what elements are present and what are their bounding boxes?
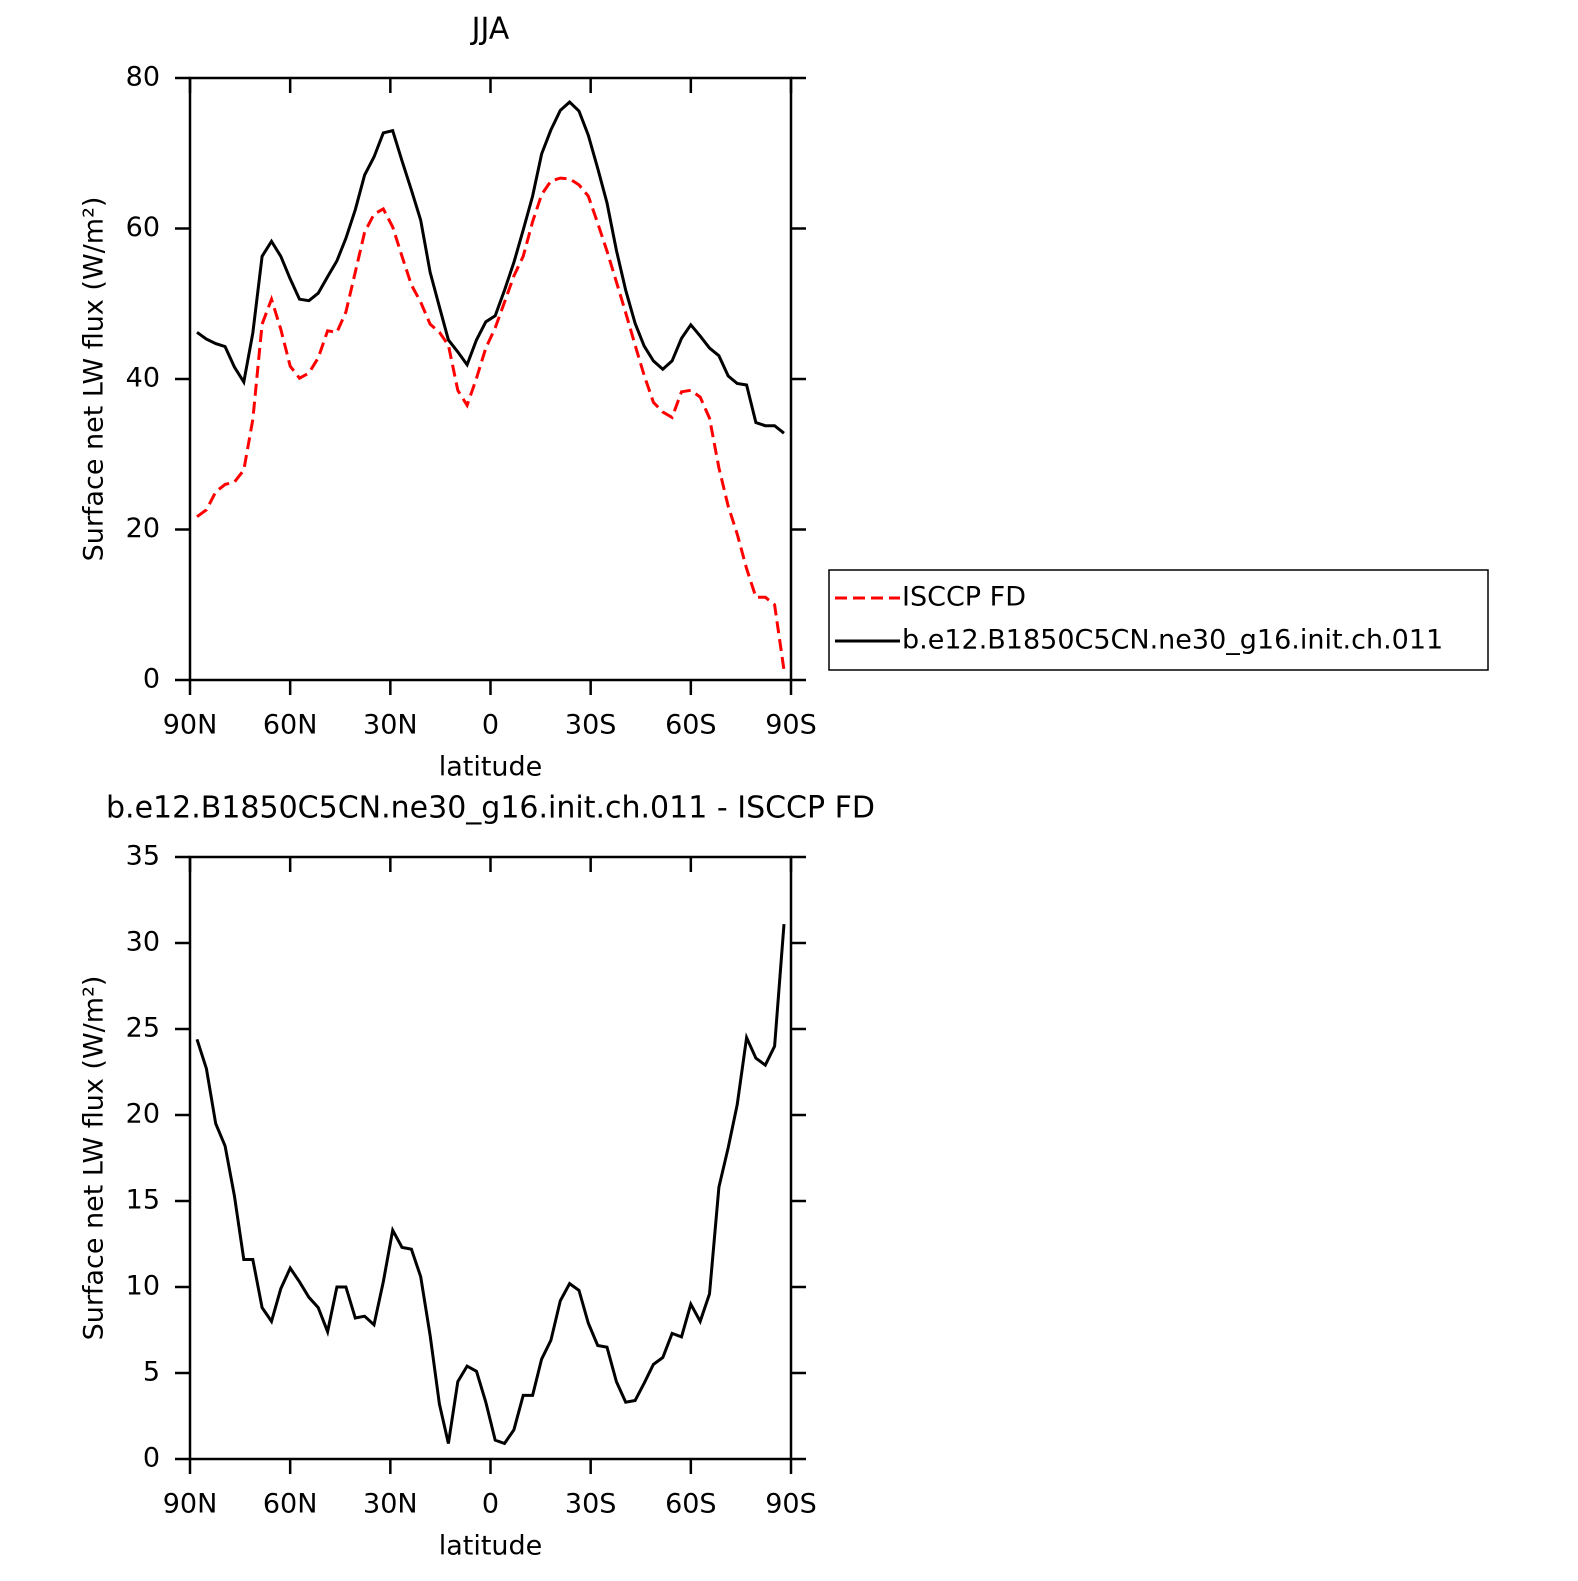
- x-tick-label: 60S: [665, 710, 717, 741]
- x-tick-label: 60S: [665, 1489, 717, 1520]
- y-axis-label: Surface net LW flux (W/m²): [79, 197, 110, 562]
- y-axis-label: Surface net LW flux (W/m²): [79, 976, 110, 1341]
- y-tick-label: 5: [143, 1357, 160, 1388]
- plot-frame: [188, 76, 793, 682]
- y-tick-label: 35: [126, 841, 160, 872]
- x-tick-label: 60N: [263, 710, 318, 741]
- x-tick-label: 0: [482, 710, 499, 741]
- x-tick-label: 30N: [363, 1489, 418, 1520]
- legend-label: b.e12.B1850C5CN.ne30_g16.init.ch.011: [902, 625, 1443, 656]
- legend-box: [828, 569, 1489, 671]
- x-tick-label: 0: [482, 1489, 499, 1520]
- y-tick-label: 30: [126, 927, 160, 958]
- y-tick-label: 60: [126, 212, 160, 243]
- y-tick-label: 20: [126, 513, 160, 544]
- data-line: [195, 923, 786, 1446]
- x-tick-label: 30S: [565, 710, 617, 741]
- y-tick-label: 10: [126, 1271, 160, 1302]
- x-tick-label: 90N: [163, 710, 218, 741]
- y-tick-label: 80: [126, 62, 160, 93]
- x-axis-label: latitude: [439, 752, 543, 783]
- y-tick-label: 25: [126, 1013, 160, 1044]
- y-tick-label: 0: [143, 1443, 160, 1474]
- x-tick-label: 90N: [163, 1489, 218, 1520]
- x-tick-label: 30N: [363, 710, 418, 741]
- x-tick-label: 90S: [765, 710, 817, 741]
- y-tick-label: 15: [126, 1185, 160, 1216]
- x-tick-label: 30S: [565, 1489, 617, 1520]
- plot-frame: [188, 855, 793, 1461]
- y-tick-label: 40: [126, 363, 160, 394]
- x-tick-label: 90S: [765, 1489, 817, 1520]
- legend-label: ISCCP FD: [902, 582, 1026, 613]
- x-axis-label: latitude: [439, 1531, 543, 1562]
- data-line: [196, 176, 786, 671]
- data-line: [196, 100, 785, 435]
- x-tick-label: 60N: [263, 1489, 318, 1520]
- y-tick-label: 0: [143, 664, 160, 695]
- y-tick-label: 20: [126, 1099, 160, 1130]
- chart-title: JJA: [470, 12, 510, 47]
- chart-title: b.e12.B1850C5CN.ne30_g16.init.ch.011 - I…: [106, 791, 875, 826]
